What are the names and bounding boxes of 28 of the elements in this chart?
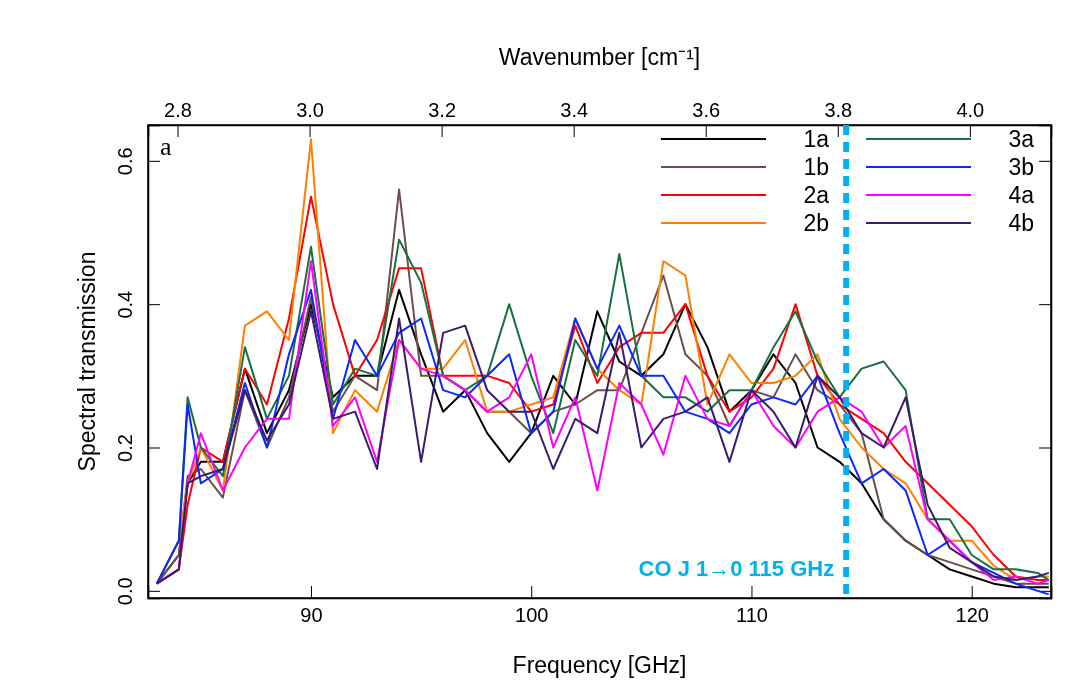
ref-line-label: CO J 1→0 115 GHz [638, 556, 835, 581]
legend-label: 4a [1008, 182, 1035, 208]
y-axis-title: Spectral transmission [74, 251, 100, 472]
x2-tick-label: 3.8 [824, 99, 853, 121]
y-tick-label: 0.4 [114, 290, 136, 319]
legend-label: 1b [803, 154, 829, 180]
legend-label: 2a [803, 182, 830, 208]
y-tick-label: 0.6 [114, 147, 136, 176]
y-tick-label: 0.0 [114, 577, 136, 606]
legend-label: 1a [803, 126, 830, 152]
legend-label: 3a [1008, 126, 1035, 152]
annotation: a [160, 132, 172, 161]
legend-label: 4b [1008, 210, 1034, 236]
x2-tick-label: 3.2 [428, 99, 457, 121]
x2-tick-label: 3.0 [296, 99, 324, 121]
x2-tick-label: 2.8 [164, 99, 192, 121]
x-tick-label: 90 [300, 604, 323, 627]
x-tick-label: 120 [955, 604, 989, 627]
legend-label: 3b [1008, 154, 1034, 180]
legend-label: 2b [803, 210, 829, 236]
x2-axis-title: Wavenumber [cm⁻¹] [498, 44, 701, 70]
x2-tick-label: 3.6 [692, 99, 721, 121]
x-tick-label: 100 [515, 604, 549, 627]
x2-tick-label: 3.4 [560, 99, 589, 121]
x2-tick-label: 4.0 [956, 99, 985, 121]
y-tick-label: 0.2 [114, 434, 136, 462]
x-tick-label: 110 [736, 604, 768, 627]
x-axis-title: Frequency [GHz] [512, 652, 687, 678]
